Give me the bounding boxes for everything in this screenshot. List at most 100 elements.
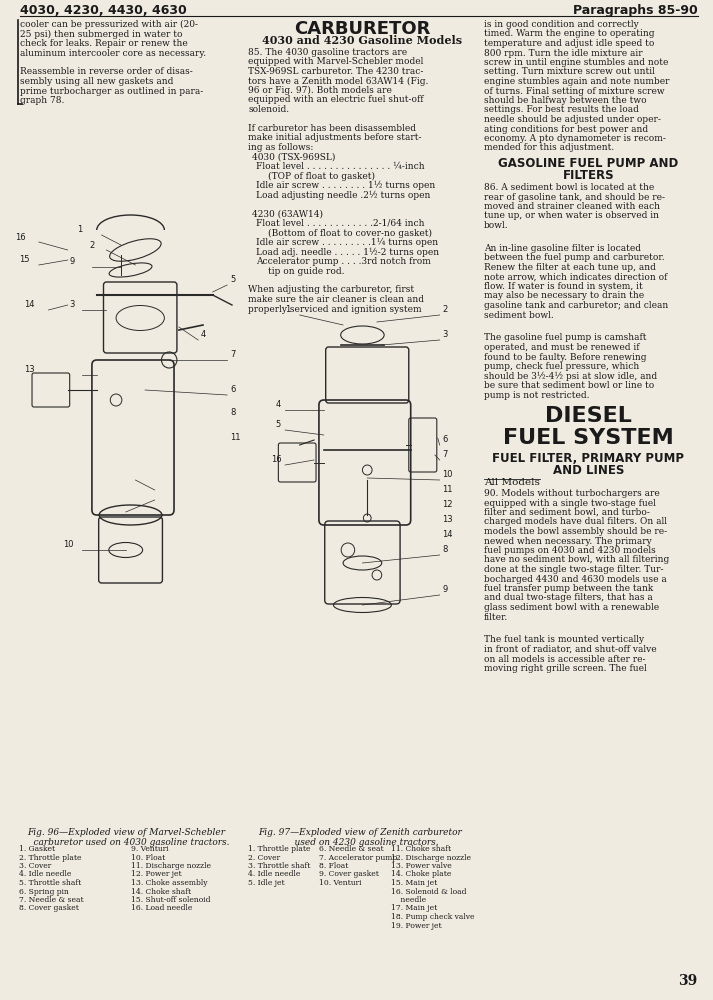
Text: 7. Accelerator pump: 7. Accelerator pump (319, 854, 397, 861)
Text: 7. Needle & seat: 7. Needle & seat (19, 896, 84, 904)
Text: make initial adjustments before start-: make initial adjustments before start- (248, 133, 422, 142)
Text: 11: 11 (230, 433, 240, 442)
Text: 7: 7 (230, 350, 235, 359)
Text: (TOP of float to gasket): (TOP of float to gasket) (268, 172, 375, 181)
Text: 5. Throttle shaft: 5. Throttle shaft (19, 879, 82, 887)
Text: 800 rpm. Turn the idle mixture air: 800 rpm. Turn the idle mixture air (484, 48, 642, 57)
Text: (Bottom of float to cover-no gasket): (Bottom of float to cover-no gasket) (268, 229, 432, 238)
Text: 6. Spring pin: 6. Spring pin (19, 888, 69, 896)
Text: CARBURETOR: CARBURETOR (294, 20, 431, 38)
Text: 86. A sediment bowl is located at the: 86. A sediment bowl is located at the (484, 183, 655, 192)
Text: 19. Power jet: 19. Power jet (391, 922, 442, 930)
Text: 10: 10 (63, 540, 73, 549)
Text: tip on guide rod.: tip on guide rod. (268, 266, 344, 275)
Text: 2: 2 (89, 241, 94, 250)
Text: 90. Models without turbochargers are: 90. Models without turbochargers are (484, 489, 660, 498)
Text: 5: 5 (275, 420, 281, 429)
Text: The fuel tank is mounted vertically: The fuel tank is mounted vertically (484, 636, 645, 645)
Text: 1: 1 (285, 305, 290, 314)
Text: Float level . . . . . . . . . . . . . . . ¼-inch: Float level . . . . . . . . . . . . . . … (256, 162, 425, 171)
Text: Float level . . . . . . . . . . . .2-1/64 inch: Float level . . . . . . . . . . . .2-1/6… (256, 219, 425, 228)
Text: tune up, or when water is observed in: tune up, or when water is observed in (484, 212, 659, 221)
Text: 4. Idle needle: 4. Idle needle (19, 870, 72, 879)
Text: 2: 2 (443, 305, 448, 314)
Text: may also be necessary to drain the: may also be necessary to drain the (484, 292, 645, 300)
Text: 17. Main jet: 17. Main jet (391, 904, 438, 912)
Text: 15. Main jet: 15. Main jet (391, 879, 438, 887)
Text: 12: 12 (443, 500, 453, 509)
Text: 9: 9 (70, 257, 75, 266)
Text: 3: 3 (70, 300, 75, 309)
Text: should be 3½-4½ psi at slow idle, and: should be 3½-4½ psi at slow idle, and (484, 371, 657, 381)
Text: 16: 16 (271, 455, 281, 464)
Text: tors have a Zenith model 63AW14 (Fig.: tors have a Zenith model 63AW14 (Fig. (248, 77, 429, 86)
Text: 14. Choke plate: 14. Choke plate (391, 870, 452, 879)
Text: rear of gasoline tank, and should be re-: rear of gasoline tank, and should be re- (484, 192, 665, 202)
Text: 4030 (TSX-969SL): 4030 (TSX-969SL) (252, 152, 336, 161)
Text: 11. Discharge nozzle: 11. Discharge nozzle (130, 862, 210, 870)
Text: of turns. Final setting of mixture screw: of turns. Final setting of mixture screw (484, 87, 665, 96)
Text: Load adj. needle . . . . . 1½-2 turns open: Load adj. needle . . . . . 1½-2 turns op… (256, 247, 439, 257)
Text: Renew the filter at each tune up, and: Renew the filter at each tune up, and (484, 263, 656, 272)
Text: When adjusting the carburetor, first: When adjusting the carburetor, first (248, 286, 414, 294)
Text: 6. Needle & seat: 6. Needle & seat (319, 845, 384, 853)
Text: aluminum intercooler core as necessary.: aluminum intercooler core as necessary. (21, 48, 207, 57)
Text: 13: 13 (443, 515, 453, 524)
Text: 8: 8 (443, 545, 448, 554)
Text: graph 78.: graph 78. (21, 96, 65, 105)
Text: cooler can be pressurized with air (20-: cooler can be pressurized with air (20- (21, 20, 198, 29)
Text: bowl.: bowl. (484, 221, 509, 230)
Text: and dual two-stage filters, that has a: and dual two-stage filters, that has a (484, 593, 653, 602)
Text: 18. Pump check valve: 18. Pump check valve (391, 913, 475, 921)
Text: 85. The 4030 gasoline tractors are: 85. The 4030 gasoline tractors are (248, 48, 408, 57)
Text: should be halfway between the two: should be halfway between the two (484, 96, 647, 105)
Text: 2. Cover: 2. Cover (248, 854, 280, 861)
Text: FILTERS: FILTERS (563, 169, 615, 182)
Text: charged models have dual filters. On all: charged models have dual filters. On all (484, 518, 667, 526)
Text: 8. Cover gasket: 8. Cover gasket (19, 904, 79, 912)
Text: 15. Shut-off solenoid: 15. Shut-off solenoid (130, 896, 210, 904)
Text: ating conditions for best power and: ating conditions for best power and (484, 124, 648, 133)
Text: Reassemble in reverse order of disas-: Reassemble in reverse order of disas- (21, 68, 193, 77)
Text: mended for this adjustment.: mended for this adjustment. (484, 143, 615, 152)
Text: between the fuel pump and carburetor.: between the fuel pump and carburetor. (484, 253, 665, 262)
Text: 25 psi) then submerged in water to: 25 psi) then submerged in water to (21, 29, 183, 39)
Text: 5: 5 (230, 275, 235, 284)
Text: 3. Cover: 3. Cover (19, 862, 52, 870)
Text: equipped with an electric fuel shut-off: equipped with an electric fuel shut-off (248, 96, 424, 104)
Text: 1. Gasket: 1. Gasket (19, 845, 56, 853)
Text: is in good condition and correctly: is in good condition and correctly (484, 20, 639, 29)
Text: 10. Float: 10. Float (130, 854, 165, 861)
Text: 16: 16 (15, 233, 25, 242)
Text: note arrow, which indicates direction of: note arrow, which indicates direction of (484, 272, 667, 282)
Text: 1: 1 (78, 225, 83, 234)
Text: newed when necessary. The primary: newed when necessary. The primary (484, 536, 652, 546)
Text: 11. Choke shaft: 11. Choke shaft (391, 845, 451, 853)
Text: properly serviced and ignition system: properly serviced and ignition system (248, 304, 422, 314)
Text: timed. Warm the engine to operating: timed. Warm the engine to operating (484, 29, 655, 38)
Text: 9. Cover gasket: 9. Cover gasket (319, 870, 379, 879)
Text: equipped with Marvel-Schebler model: equipped with Marvel-Schebler model (248, 57, 424, 66)
Text: fuel pumps on 4030 and 4230 models: fuel pumps on 4030 and 4230 models (484, 546, 656, 555)
Text: Fig. 96—Exploded view of Marvel-Schebler
    carburetor used on 4030 gasoline tr: Fig. 96—Exploded view of Marvel-Schebler… (22, 828, 230, 847)
Text: 4. Idle needle: 4. Idle needle (248, 870, 301, 879)
Text: sembly using all new gaskets and: sembly using all new gaskets and (21, 77, 174, 86)
Text: ing as follows:: ing as follows: (248, 143, 314, 152)
Text: If carburetor has been disassembled: If carburetor has been disassembled (248, 124, 416, 133)
Text: 4030, 4230, 4430, 4630: 4030, 4230, 4430, 4630 (21, 4, 188, 17)
Text: Accelerator pump . . . .3rd notch from: Accelerator pump . . . .3rd notch from (256, 257, 431, 266)
Text: 15: 15 (19, 255, 30, 264)
Text: 8: 8 (230, 408, 235, 417)
Text: engine stumbles again and note number: engine stumbles again and note number (484, 77, 670, 86)
Text: check for leaks. Repair or renew the: check for leaks. Repair or renew the (21, 39, 188, 48)
Text: 14: 14 (443, 530, 453, 539)
Text: needle should be adjusted under oper-: needle should be adjusted under oper- (484, 115, 661, 124)
Text: glass sediment bowl with a renewable: glass sediment bowl with a renewable (484, 603, 660, 612)
Text: GASOLINE FUEL PUMP AND: GASOLINE FUEL PUMP AND (498, 157, 679, 170)
Text: 7: 7 (443, 450, 448, 459)
Text: in front of radiator, and shut-off valve: in front of radiator, and shut-off valve (484, 645, 657, 654)
Text: filter and sediment bowl, and turbo-: filter and sediment bowl, and turbo- (484, 508, 650, 517)
Text: 6: 6 (230, 385, 235, 394)
Text: gasoline tank and carburetor; and clean: gasoline tank and carburetor; and clean (484, 301, 668, 310)
Text: fuel transfer pump between the tank: fuel transfer pump between the tank (484, 584, 653, 593)
